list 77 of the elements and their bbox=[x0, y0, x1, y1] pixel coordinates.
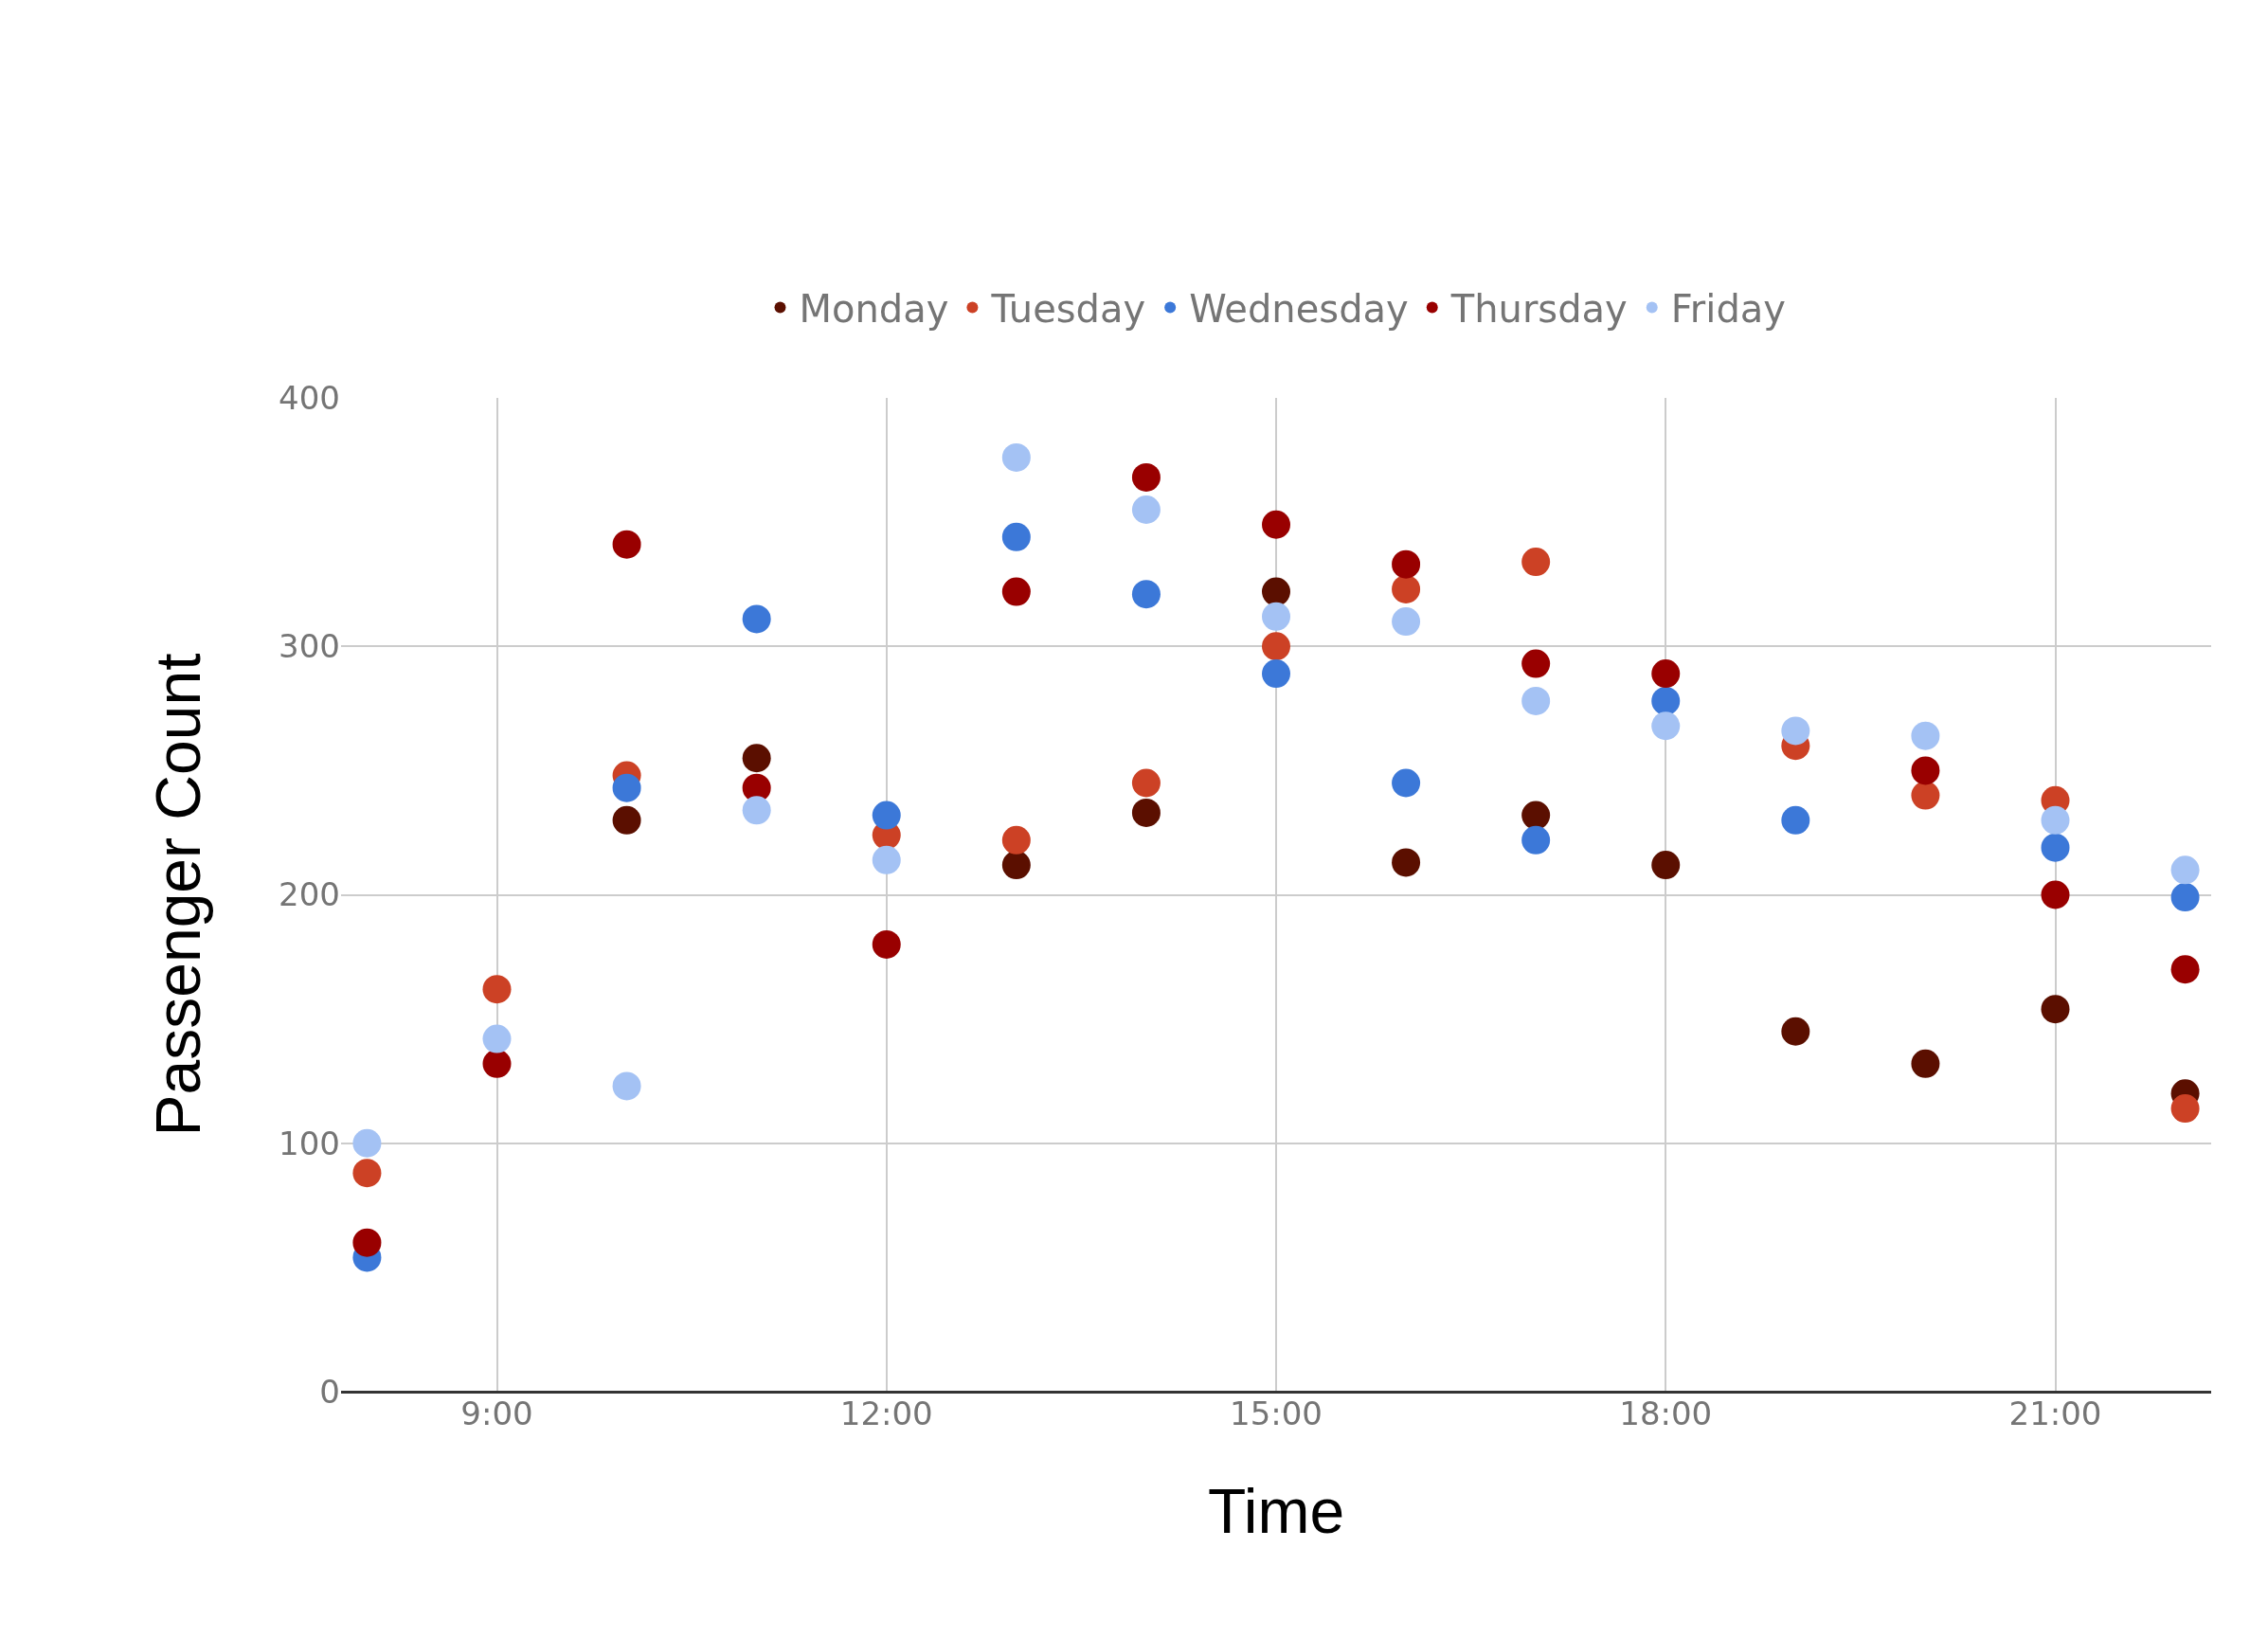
point bbox=[1651, 659, 1681, 689]
point bbox=[1001, 577, 1031, 606]
y-tick-label: 400 bbox=[279, 378, 340, 417]
point bbox=[1781, 716, 1810, 746]
point bbox=[352, 1228, 382, 1257]
point bbox=[1911, 1049, 1940, 1078]
y-axis-title: Passenger Count bbox=[143, 653, 214, 1137]
x-tick-label: 18:00 bbox=[1619, 1395, 1713, 1432]
point bbox=[2170, 883, 2200, 912]
point bbox=[612, 1071, 641, 1101]
point bbox=[2041, 880, 2070, 909]
point bbox=[742, 796, 771, 825]
point bbox=[482, 1049, 512, 1078]
legend-label: Wednesday bbox=[1189, 287, 1409, 332]
point bbox=[1521, 686, 1551, 715]
point bbox=[1001, 442, 1031, 472]
point bbox=[1131, 768, 1161, 798]
point bbox=[872, 845, 901, 874]
point bbox=[1131, 495, 1161, 524]
x-axis-title: Time bbox=[1207, 1475, 1345, 1546]
x-tick-label: 21:00 bbox=[2008, 1395, 2102, 1432]
point bbox=[482, 1024, 512, 1053]
legend-label: Thursday bbox=[1449, 287, 1628, 332]
point bbox=[1131, 798, 1161, 827]
point bbox=[1262, 577, 1290, 606]
x-tick-label: 9:00 bbox=[460, 1395, 533, 1432]
point bbox=[1911, 721, 1940, 750]
y-tick-label: 100 bbox=[279, 1124, 340, 1162]
point bbox=[1001, 522, 1031, 551]
point bbox=[1392, 574, 1421, 603]
y-tick-label: 0 bbox=[319, 1372, 340, 1411]
point bbox=[1521, 548, 1551, 577]
point bbox=[1651, 851, 1681, 880]
x-tick-label: 12:00 bbox=[839, 1395, 933, 1432]
point bbox=[742, 604, 771, 634]
point bbox=[352, 1159, 382, 1188]
point bbox=[2170, 955, 2200, 984]
point bbox=[1392, 549, 1421, 579]
point bbox=[1392, 768, 1421, 798]
point bbox=[1262, 659, 1290, 689]
x-tick-label: 15:00 bbox=[1230, 1395, 1323, 1432]
point bbox=[1781, 805, 1810, 835]
point bbox=[872, 801, 901, 830]
point bbox=[612, 805, 641, 835]
point bbox=[1521, 825, 1551, 855]
point bbox=[1392, 607, 1421, 637]
point bbox=[1521, 649, 1551, 678]
point bbox=[2041, 995, 2070, 1024]
legend-label: Tuesday bbox=[990, 287, 1146, 332]
point bbox=[352, 1128, 382, 1158]
point bbox=[742, 744, 771, 773]
legend-label: Monday bbox=[799, 287, 949, 332]
point bbox=[1262, 632, 1290, 661]
point bbox=[1001, 825, 1031, 855]
point bbox=[612, 530, 641, 559]
point bbox=[1262, 602, 1290, 631]
point bbox=[2041, 805, 2070, 835]
y-tick-label: 200 bbox=[279, 875, 340, 914]
point bbox=[1392, 848, 1421, 877]
point bbox=[482, 975, 512, 1004]
point bbox=[1781, 1017, 1810, 1046]
point bbox=[1911, 756, 1940, 785]
point bbox=[2170, 855, 2200, 885]
point bbox=[2170, 1094, 2200, 1124]
point bbox=[1521, 801, 1551, 830]
y-tick-label: 300 bbox=[279, 627, 340, 666]
point bbox=[1651, 711, 1681, 741]
point bbox=[612, 773, 641, 802]
point bbox=[1001, 851, 1031, 880]
point bbox=[1131, 462, 1161, 492]
point bbox=[1911, 781, 1940, 810]
legend-label: Friday bbox=[1670, 287, 1786, 332]
point bbox=[1262, 510, 1290, 539]
point bbox=[1651, 686, 1681, 715]
point bbox=[2041, 833, 2070, 862]
point bbox=[1131, 580, 1161, 609]
point bbox=[872, 929, 901, 959]
